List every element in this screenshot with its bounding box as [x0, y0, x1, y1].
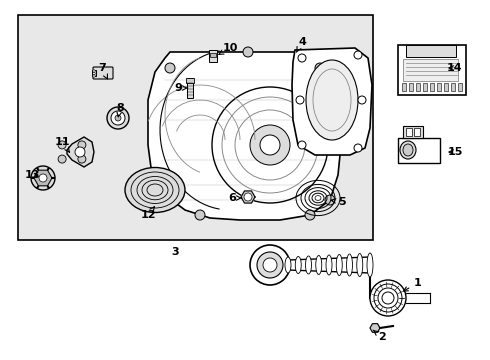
- Circle shape: [107, 107, 129, 129]
- FancyBboxPatch shape: [398, 45, 466, 95]
- Text: 12: 12: [140, 207, 156, 220]
- Polygon shape: [370, 324, 380, 332]
- Polygon shape: [67, 137, 94, 167]
- Bar: [406, 128, 412, 136]
- Ellipse shape: [400, 141, 416, 159]
- Circle shape: [354, 51, 362, 59]
- Ellipse shape: [403, 144, 413, 156]
- Circle shape: [160, 190, 170, 200]
- Circle shape: [354, 144, 362, 152]
- Circle shape: [58, 155, 66, 163]
- Bar: [444, 83, 448, 91]
- Circle shape: [263, 258, 277, 272]
- Ellipse shape: [367, 253, 373, 277]
- Bar: [210, 53, 216, 57]
- Text: 7: 7: [98, 63, 107, 79]
- Text: 8: 8: [116, 103, 124, 117]
- Bar: [209, 50, 217, 62]
- Polygon shape: [292, 48, 372, 155]
- Text: 10: 10: [219, 43, 238, 54]
- Bar: [92, 70, 96, 76]
- Text: 11: 11: [54, 137, 70, 152]
- Circle shape: [78, 141, 86, 149]
- Ellipse shape: [346, 254, 352, 276]
- Circle shape: [31, 166, 55, 190]
- Polygon shape: [241, 191, 255, 203]
- Circle shape: [78, 155, 86, 163]
- Bar: [451, 83, 455, 91]
- Circle shape: [39, 174, 47, 182]
- Ellipse shape: [336, 255, 342, 275]
- Circle shape: [260, 135, 280, 155]
- Bar: [416, 83, 420, 91]
- Text: 14: 14: [447, 63, 463, 73]
- Circle shape: [370, 280, 406, 316]
- FancyBboxPatch shape: [93, 67, 113, 79]
- Ellipse shape: [326, 255, 332, 275]
- Bar: [423, 83, 427, 91]
- Circle shape: [358, 96, 366, 104]
- Ellipse shape: [125, 167, 185, 212]
- Bar: [414, 128, 420, 136]
- Circle shape: [93, 75, 95, 77]
- Bar: [437, 83, 441, 91]
- Text: 15: 15: [447, 147, 463, 157]
- Circle shape: [244, 193, 252, 201]
- Text: 13: 13: [24, 170, 40, 180]
- Circle shape: [58, 141, 66, 149]
- Ellipse shape: [295, 256, 301, 274]
- Circle shape: [305, 210, 315, 220]
- Ellipse shape: [316, 256, 322, 274]
- Bar: [406, 45, 456, 57]
- Text: 2: 2: [373, 330, 386, 342]
- Circle shape: [195, 210, 205, 220]
- Circle shape: [165, 63, 175, 73]
- Circle shape: [93, 72, 95, 75]
- Bar: [409, 83, 413, 91]
- Bar: [403, 126, 423, 138]
- Circle shape: [298, 141, 306, 149]
- Text: 5: 5: [331, 197, 346, 207]
- Circle shape: [250, 245, 290, 285]
- Circle shape: [257, 252, 283, 278]
- Circle shape: [250, 125, 290, 165]
- Text: 9: 9: [174, 83, 188, 93]
- Text: 3: 3: [171, 247, 179, 257]
- Ellipse shape: [306, 60, 358, 140]
- Circle shape: [93, 70, 95, 72]
- Bar: [430, 83, 434, 91]
- Circle shape: [115, 115, 121, 121]
- Text: 1: 1: [403, 278, 422, 291]
- Bar: [398, 138, 440, 163]
- Bar: [18, 15, 373, 240]
- Circle shape: [296, 96, 304, 104]
- Circle shape: [325, 195, 335, 205]
- Polygon shape: [148, 52, 345, 220]
- Ellipse shape: [357, 253, 363, 276]
- Ellipse shape: [305, 256, 312, 274]
- Circle shape: [298, 54, 306, 62]
- Circle shape: [243, 47, 253, 57]
- Text: 6: 6: [228, 193, 242, 203]
- FancyBboxPatch shape: [403, 59, 458, 81]
- Circle shape: [315, 63, 325, 73]
- Bar: [186, 78, 194, 83]
- Bar: [187, 78, 193, 98]
- Ellipse shape: [285, 257, 291, 273]
- Circle shape: [111, 111, 125, 125]
- Bar: [458, 83, 462, 91]
- Bar: [402, 83, 406, 91]
- Text: 4: 4: [296, 37, 306, 52]
- Circle shape: [75, 147, 85, 157]
- Polygon shape: [34, 170, 52, 186]
